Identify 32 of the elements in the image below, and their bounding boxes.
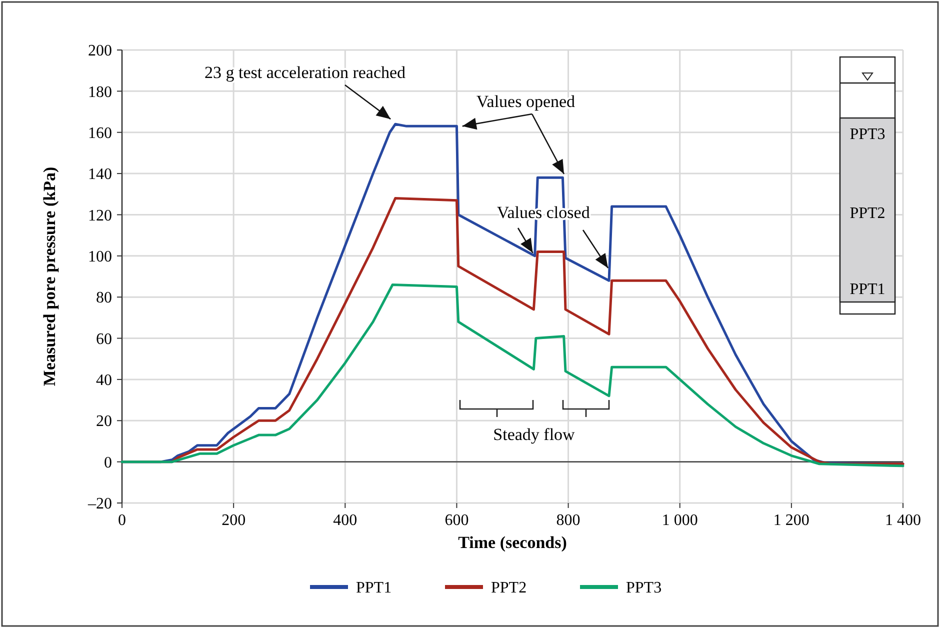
annotation: PPT3 [850, 126, 886, 143]
x-tick-label: 1 400 [885, 512, 921, 529]
y-tick-label: 120 [88, 207, 112, 224]
annotation: 23 g test acceleration reached [204, 63, 406, 82]
annotation: Values opened [476, 92, 576, 112]
legend-label: PPT3 [626, 580, 662, 597]
line-series [120, 283, 904, 468]
annotation: PPT2 [850, 205, 886, 222]
y-tick-label: 140 [88, 166, 112, 184]
x-tick-label: 1 000 [662, 512, 698, 529]
y-tick-label: –20 [87, 496, 112, 513]
annotation: PPT1 [850, 281, 886, 298]
y-tick-label: 20 [96, 413, 112, 430]
x-tick-label: 1 200 [773, 512, 810, 529]
y-axis-title: Measured pore pressure (kPa) [40, 166, 59, 386]
y-tick-label: 40 [96, 372, 112, 390]
y-tick-label: 60 [96, 330, 112, 348]
x-tick-label: 800 [556, 512, 580, 529]
y-tick-label: 0 [104, 454, 112, 472]
annotation: Steady flow [493, 425, 576, 444]
x-tick-label: 600 [444, 512, 469, 529]
x-tick-label: 200 [222, 512, 246, 529]
x-tick-label: 0 [118, 512, 126, 529]
y-tick-label: 160 [88, 124, 112, 142]
legend-label: PPT1 [356, 580, 392, 597]
x-axis-title: Time (seconds) [458, 533, 567, 552]
y-tick-label: 100 [88, 248, 112, 266]
x-tick-label: 400 [333, 512, 358, 529]
y-tick-label: 80 [96, 290, 112, 307]
y-tick-label: 200 [88, 42, 112, 60]
legend-label: PPT2 [491, 580, 527, 597]
y-tick-label: 180 [88, 84, 112, 101]
